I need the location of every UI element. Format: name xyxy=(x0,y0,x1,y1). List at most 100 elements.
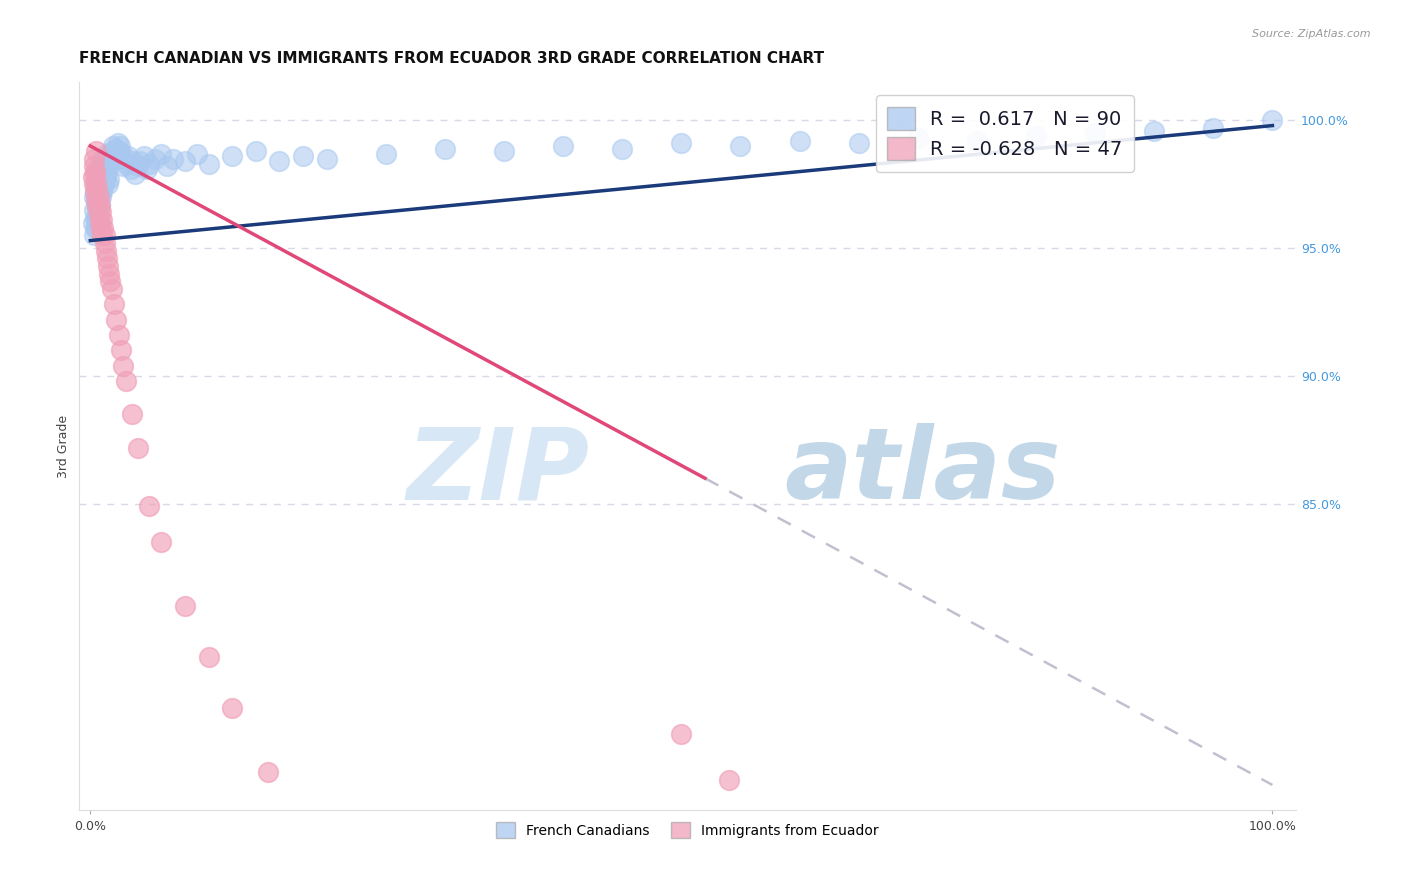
Point xyxy=(91,228,114,243)
Point xyxy=(98,172,121,186)
Point xyxy=(107,144,129,158)
Point xyxy=(136,161,159,176)
Point xyxy=(83,190,105,204)
Text: Source: ZipAtlas.com: Source: ZipAtlas.com xyxy=(1253,29,1371,39)
Point xyxy=(197,650,219,665)
Point xyxy=(84,211,107,225)
Point xyxy=(100,149,122,163)
Point xyxy=(90,223,112,237)
Point xyxy=(315,152,337,166)
Point xyxy=(105,142,128,156)
Point xyxy=(87,208,110,222)
Point xyxy=(105,313,128,327)
Point xyxy=(98,154,121,169)
Point xyxy=(96,164,118,178)
Point xyxy=(138,157,160,171)
Point xyxy=(117,149,139,163)
Point xyxy=(96,252,118,266)
Point xyxy=(96,146,118,161)
Point xyxy=(84,178,107,192)
Point xyxy=(94,152,117,166)
Point xyxy=(143,152,166,166)
Point xyxy=(112,160,135,174)
Point xyxy=(94,169,117,184)
Point xyxy=(107,136,129,151)
Point xyxy=(108,139,131,153)
Text: FRENCH CANADIAN VS IMMIGRANTS FROM ECUADOR 3RD GRADE CORRELATION CHART: FRENCH CANADIAN VS IMMIGRANTS FROM ECUAD… xyxy=(79,51,824,66)
Point xyxy=(112,359,135,373)
Point xyxy=(89,216,111,230)
Point xyxy=(83,228,105,243)
Point xyxy=(93,157,115,171)
Point xyxy=(101,139,124,153)
Point xyxy=(256,765,278,780)
Point xyxy=(84,220,107,235)
Point xyxy=(89,180,111,194)
Point xyxy=(84,167,107,181)
Point xyxy=(100,275,122,289)
Point xyxy=(907,131,929,145)
Point xyxy=(122,154,145,169)
Point xyxy=(91,152,114,166)
Point xyxy=(83,160,105,174)
Point xyxy=(269,154,291,169)
Point xyxy=(84,220,107,235)
Point xyxy=(1202,121,1225,136)
Point xyxy=(83,152,105,166)
Point xyxy=(292,829,315,843)
Point xyxy=(328,885,350,892)
Point xyxy=(110,343,132,358)
Point xyxy=(86,208,108,222)
Point xyxy=(553,139,575,153)
Point xyxy=(86,169,108,184)
Point xyxy=(84,193,107,207)
Point xyxy=(90,205,112,219)
Point xyxy=(89,216,111,230)
Point xyxy=(100,144,122,158)
Text: atlas: atlas xyxy=(785,424,1062,520)
Point xyxy=(848,136,870,151)
Point xyxy=(114,157,136,171)
Point xyxy=(84,185,107,199)
Point xyxy=(162,152,184,166)
Point xyxy=(138,500,160,514)
Point xyxy=(374,146,396,161)
Point xyxy=(91,220,114,235)
Point xyxy=(84,175,107,189)
Point xyxy=(91,161,114,176)
Point xyxy=(97,160,120,174)
Point xyxy=(91,169,114,184)
Point xyxy=(87,164,110,178)
Point xyxy=(91,185,114,199)
Point xyxy=(83,202,105,217)
Point xyxy=(82,216,104,230)
Point xyxy=(87,187,110,202)
Point xyxy=(86,182,108,196)
Point xyxy=(103,297,125,311)
Point xyxy=(730,139,752,153)
Point xyxy=(93,175,115,189)
Point xyxy=(717,772,740,787)
Point xyxy=(89,160,111,174)
Point xyxy=(89,198,111,212)
Point xyxy=(186,146,208,161)
Point xyxy=(1084,126,1107,140)
Point xyxy=(197,157,219,171)
Point xyxy=(221,149,243,163)
Point xyxy=(121,408,143,422)
Point xyxy=(91,180,114,194)
Legend: French Canadians, Immigrants from Ecuador: French Canadians, Immigrants from Ecuado… xyxy=(491,816,884,844)
Point xyxy=(97,259,120,273)
Point xyxy=(86,190,108,204)
Point xyxy=(127,441,149,455)
Point xyxy=(82,169,104,184)
Y-axis label: 3rd Grade: 3rd Grade xyxy=(58,415,70,478)
Point xyxy=(93,236,115,251)
Point xyxy=(87,185,110,199)
Point xyxy=(245,144,267,158)
Point xyxy=(89,198,111,212)
Point xyxy=(84,185,107,199)
Point xyxy=(129,154,152,169)
Point xyxy=(120,161,142,176)
Point xyxy=(1025,128,1047,143)
